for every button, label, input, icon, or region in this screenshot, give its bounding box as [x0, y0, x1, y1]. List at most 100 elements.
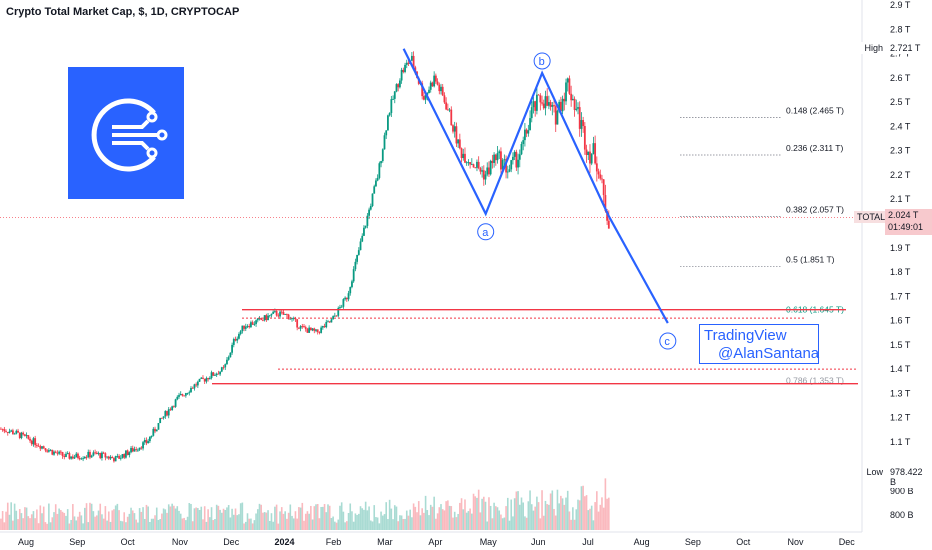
- candle-body: [563, 98, 566, 102]
- candle-body: [101, 452, 103, 459]
- volume-bar: [404, 518, 406, 530]
- candle-body: [104, 453, 107, 458]
- volume-bar: [510, 499, 513, 530]
- volume-bar: [275, 504, 278, 530]
- volume-bar: [203, 506, 206, 530]
- candle-body: [44, 448, 47, 451]
- candle-body: [22, 432, 25, 435]
- volume-bar: [53, 512, 55, 530]
- candle-body: [299, 326, 302, 329]
- volume-bar: [429, 504, 432, 530]
- volume-bar: [327, 504, 329, 530]
- candle-body: [479, 168, 482, 172]
- volume-bar: [94, 516, 96, 530]
- volume-bar: [27, 516, 30, 530]
- candle-body: [522, 140, 525, 144]
- volume-bar: [532, 510, 535, 530]
- volume-bar: [330, 518, 333, 530]
- volume-bar: [505, 506, 507, 530]
- volume-bar: [239, 503, 242, 530]
- volume-bar: [279, 511, 281, 530]
- candle-body: [20, 432, 23, 438]
- volume-bar: [185, 520, 187, 530]
- volume-bar: [34, 518, 36, 530]
- candle-body: [309, 327, 312, 331]
- low-value: 978.422 B: [887, 466, 932, 488]
- candle-body: [482, 170, 485, 180]
- candle-body: [147, 441, 150, 444]
- candle-body: [470, 164, 473, 166]
- candle-body: [238, 334, 240, 339]
- candle-body: [503, 159, 506, 161]
- volume-bar: [0, 518, 2, 530]
- volume-bar: [111, 510, 114, 530]
- candle-body: [462, 153, 465, 159]
- candle-body: [486, 167, 489, 175]
- volume-bar: [49, 522, 52, 530]
- candle-body: [539, 95, 542, 103]
- candles: [0, 51, 610, 463]
- candle-body: [140, 447, 143, 449]
- candle-body: [457, 139, 460, 144]
- candle-body: [179, 394, 182, 396]
- candle-body: [135, 449, 138, 450]
- volume-bar: [61, 511, 64, 530]
- volume-bar: [58, 508, 60, 530]
- candle-body: [354, 261, 357, 270]
- candle-body: [315, 329, 317, 331]
- candle-body: [381, 149, 384, 162]
- candle-body: [207, 378, 210, 380]
- volume-bar: [205, 521, 208, 530]
- candle-body: [32, 438, 35, 445]
- candle-body: [83, 456, 86, 459]
- volume-bar: [520, 497, 523, 530]
- candle-body: [109, 457, 112, 459]
- volume-bar: [77, 516, 79, 530]
- candle-body: [321, 326, 324, 328]
- volume-bar: [459, 502, 461, 530]
- fib-label: 0.236 (2.311 T): [786, 143, 844, 153]
- x-tick-label: Jun: [531, 537, 546, 547]
- volume-bar: [178, 510, 180, 530]
- candle-body: [443, 95, 446, 103]
- candle-body: [450, 109, 453, 126]
- volume-bar: [373, 505, 376, 530]
- volume-bar: [17, 519, 19, 530]
- candle-body: [284, 314, 287, 315]
- candle-body: [441, 86, 444, 96]
- volume-bar: [241, 502, 244, 530]
- candle-body: [316, 329, 319, 332]
- volume-bar: [465, 512, 468, 530]
- volume-bar: [250, 518, 252, 530]
- candle-body: [606, 211, 609, 221]
- volume-bar: [113, 509, 115, 530]
- volume-bar: [251, 523, 254, 530]
- candle-body: [239, 331, 242, 335]
- volume-bar: [138, 508, 141, 530]
- volume-bar: [503, 517, 506, 530]
- candle-body: [383, 135, 386, 150]
- candle-body: [306, 329, 309, 333]
- volume-bar: [128, 513, 131, 530]
- candle-body: [599, 174, 602, 179]
- volume-bar: [66, 509, 69, 530]
- candle-body: [123, 454, 126, 458]
- candle-body: [274, 310, 276, 312]
- volume-bar: [368, 506, 370, 530]
- candle-body: [477, 161, 480, 169]
- candle-body: [476, 161, 478, 168]
- volume-bar: [392, 519, 394, 530]
- candle-body: [327, 321, 329, 323]
- candle-body: [250, 322, 252, 328]
- volume-bar: [272, 521, 274, 530]
- candle-body: [272, 311, 275, 314]
- candle-body: [30, 440, 33, 445]
- candle-body: [570, 93, 573, 101]
- candle-body: [155, 429, 158, 432]
- volume-bar: [219, 509, 221, 530]
- volume-bar: [346, 521, 348, 530]
- candle-body: [395, 84, 398, 92]
- candle-body: [54, 451, 57, 453]
- volume-bar: [311, 519, 314, 530]
